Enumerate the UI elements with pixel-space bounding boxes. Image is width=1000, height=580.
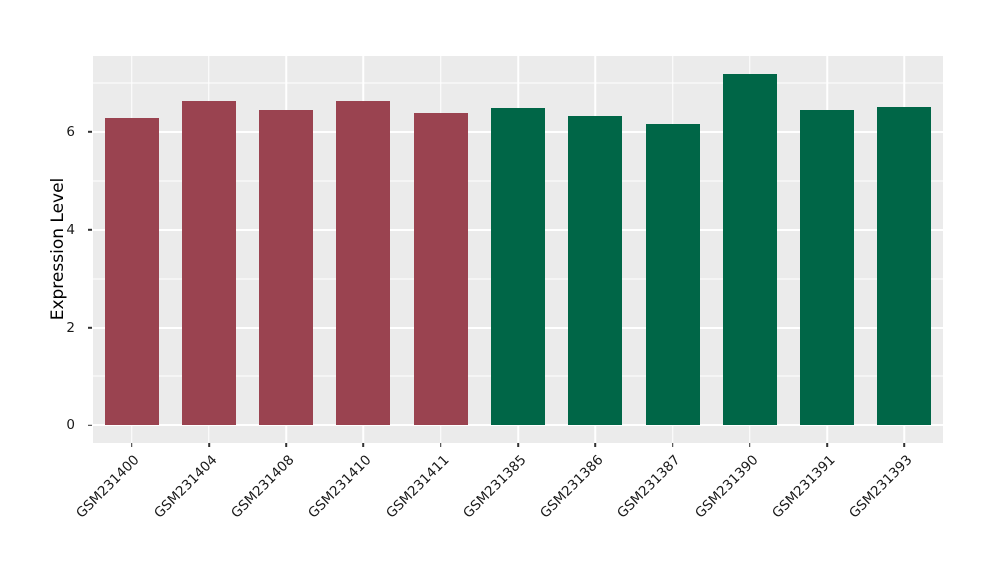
x-tick-mark <box>362 443 365 447</box>
x-tick-label-GSM231400: GSM231400 <box>73 452 143 522</box>
x-tick-label-GSM231411: GSM231411 <box>382 452 453 522</box>
x-tick-label-GSM231408: GSM231408 <box>228 452 298 522</box>
y-tick-mark <box>88 131 92 133</box>
x-tick-label-GSM231385: GSM231385 <box>459 452 530 522</box>
x-tick-label-GSM231410: GSM231410 <box>305 452 375 522</box>
bar-GSM231404 <box>181 101 236 426</box>
y-axis-tick-labels: 0 2 4 6 <box>0 56 86 443</box>
x-tick-mark <box>671 443 674 447</box>
x-tick-label-GSM231390: GSM231390 <box>691 452 762 522</box>
x-tick-label-GSM231404: GSM231404 <box>150 452 221 522</box>
y-tick-mark <box>88 326 92 329</box>
x-tick-mark <box>826 443 828 447</box>
y-tick-mark <box>88 424 92 427</box>
bar-GSM231393 <box>877 107 932 426</box>
bar-GSM231391 <box>800 109 855 426</box>
x-tick-mark <box>517 443 519 447</box>
x-tick-mark <box>130 443 133 447</box>
x-tick-mark <box>208 443 210 447</box>
x-tick-mark <box>439 443 442 447</box>
x-tick-label-GSM231387: GSM231387 <box>614 452 684 522</box>
y-tick-label-6: 6 <box>66 123 75 140</box>
bar-GSM231410 <box>336 101 391 426</box>
bar-GSM231386 <box>568 116 623 426</box>
bar-GSM231390 <box>722 73 777 426</box>
bar-GSM231387 <box>645 124 700 426</box>
bar-GSM231400 <box>104 117 159 426</box>
bar-GSM231408 <box>259 110 314 426</box>
y-tick-mark <box>88 228 92 231</box>
y-tick-label-2: 2 <box>66 319 75 336</box>
x-tick-mark <box>285 443 287 447</box>
x-tick-mark <box>903 443 906 447</box>
x-tick-mark <box>749 443 751 447</box>
x-tick-label-GSM231386: GSM231386 <box>537 452 607 522</box>
plot-panel: GSM231400 GSM231404 GSM231408 GSM231410 GSM2… <box>74 56 943 521</box>
x-tick-label-GSM231393: GSM231393 <box>846 452 916 522</box>
bar-GSM231411 <box>413 112 468 426</box>
bar-GSM231385 <box>490 107 546 426</box>
y-tick-label-4: 4 <box>66 221 75 238</box>
x-tick-label-GSM231391: GSM231391 <box>768 452 839 522</box>
x-tick-mark <box>594 443 597 447</box>
y-tick-label-0: 0 <box>66 417 75 434</box>
